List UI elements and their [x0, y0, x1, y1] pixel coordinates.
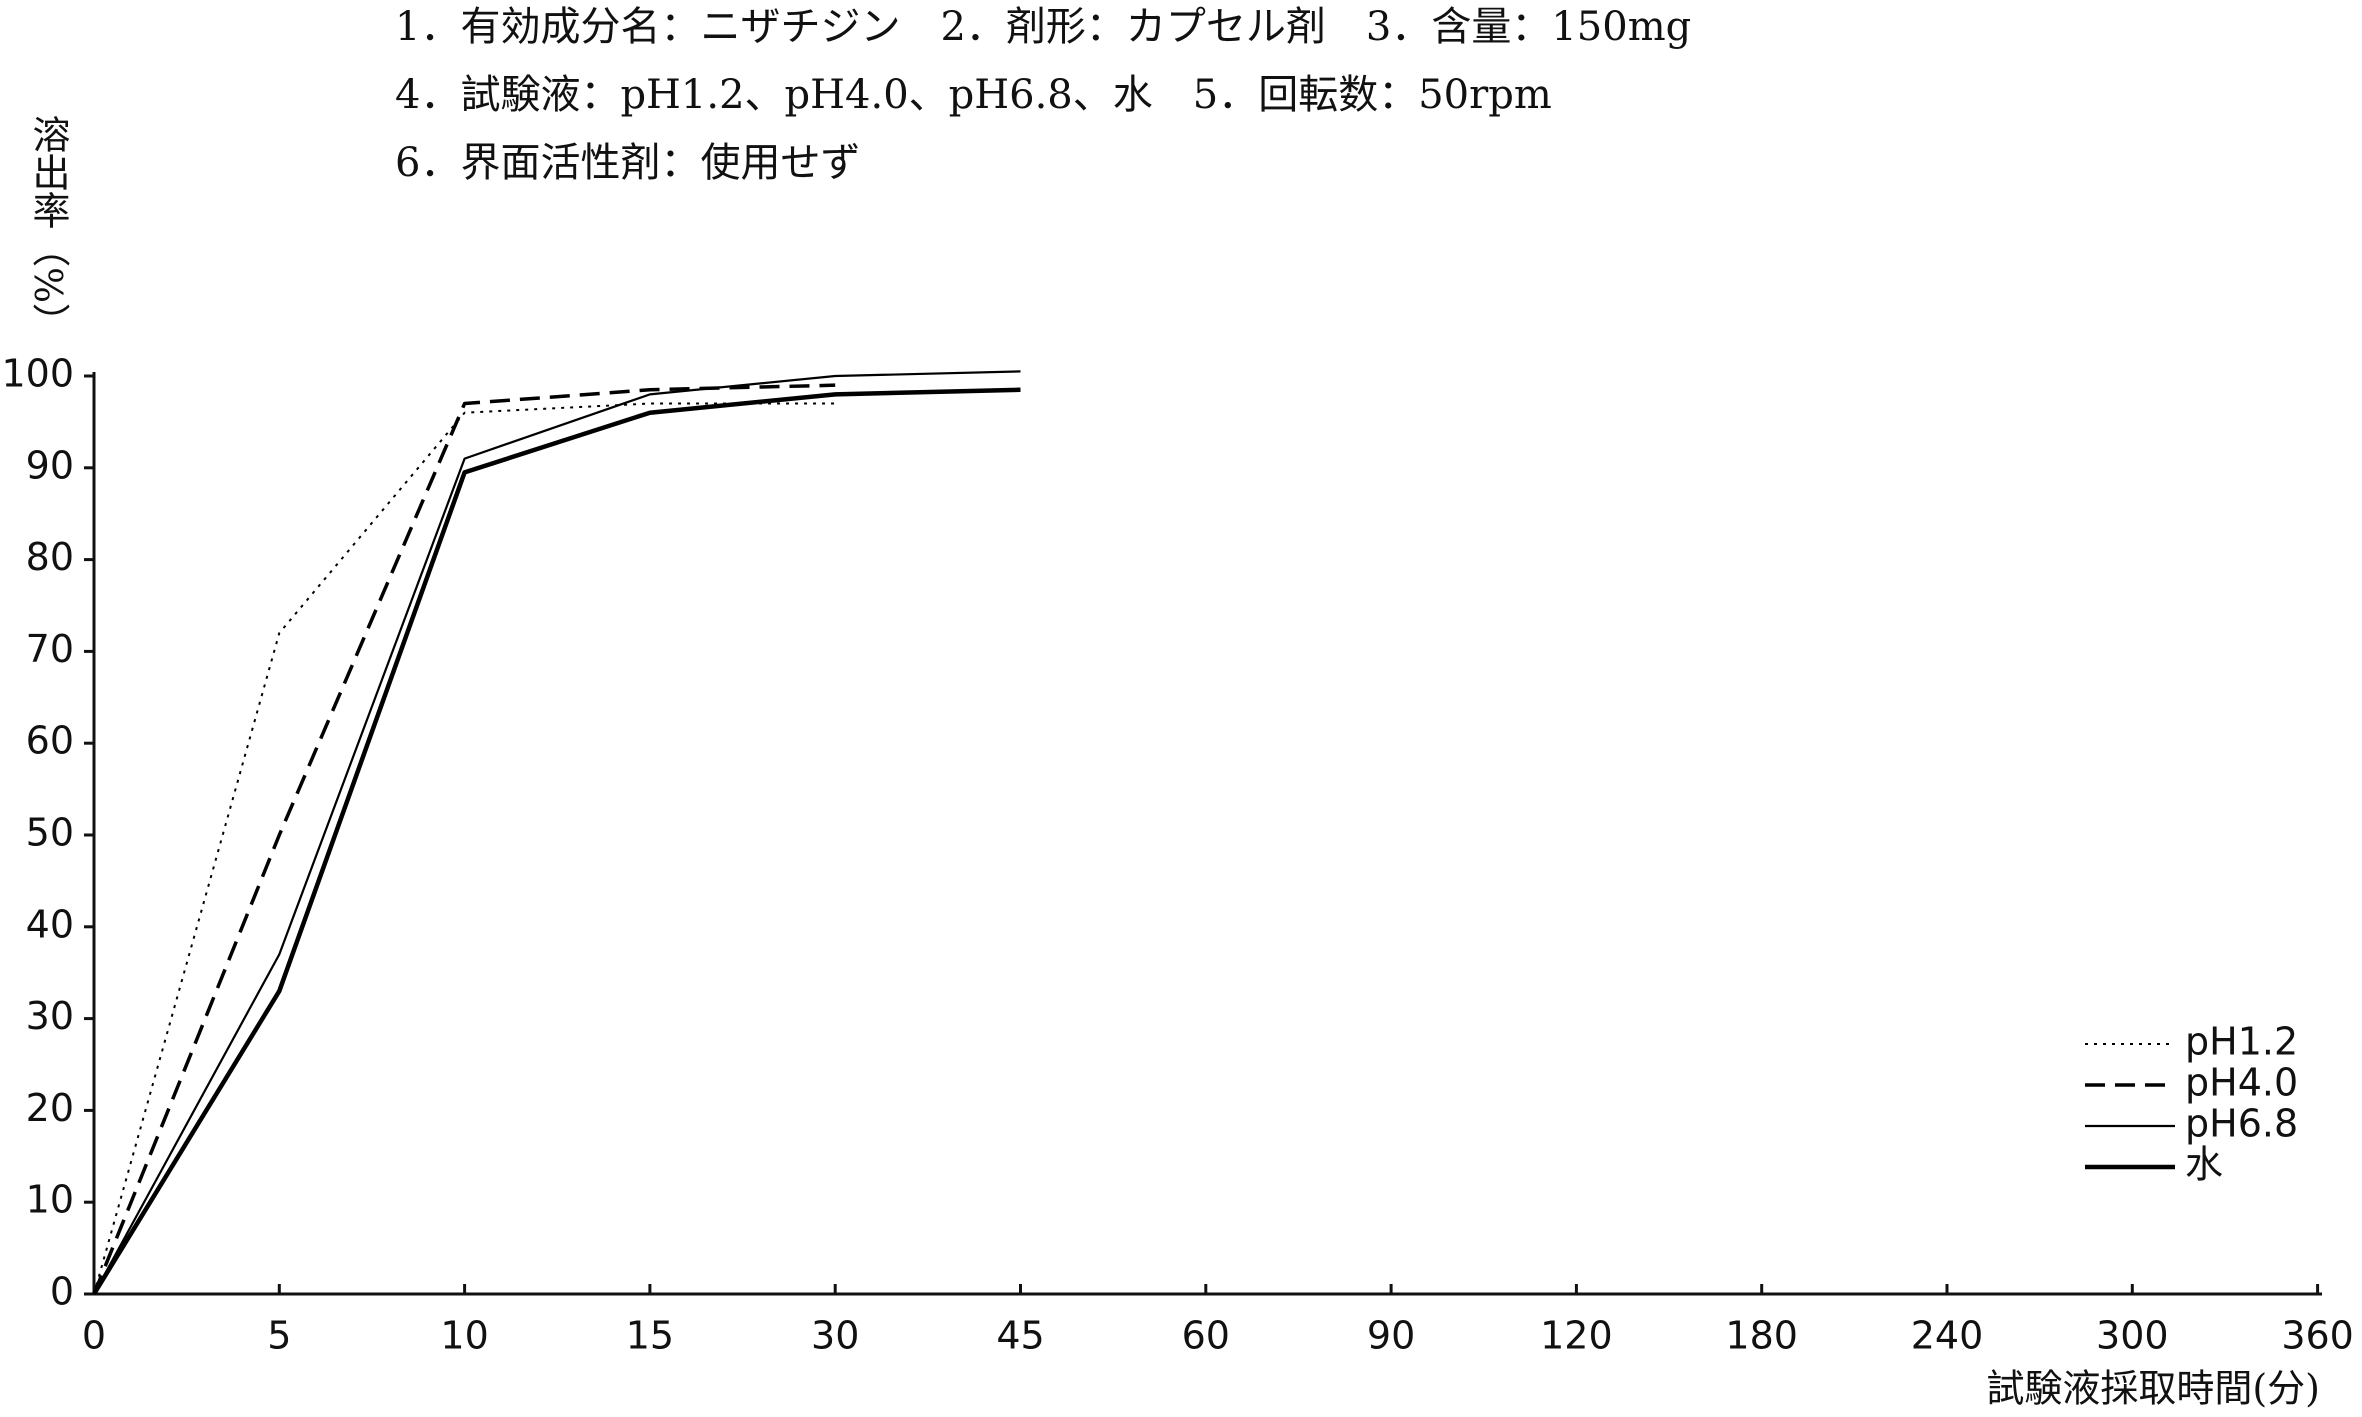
y-axis-label: 溶出率（%） — [26, 115, 70, 341]
y-tick-label: 60 — [26, 719, 74, 763]
x-tick-label: 240 — [1911, 1314, 1984, 1358]
y-tick-label: 0 — [50, 1270, 74, 1314]
x-tick-label: 5 — [267, 1314, 291, 1358]
legend-label: 水 — [2185, 1143, 2223, 1187]
y-tick-label: 40 — [26, 902, 74, 946]
data-line — [93, 402, 836, 1295]
legend-label: pH1.2 — [2185, 1020, 2298, 1064]
x-tick-label: 30 — [811, 1314, 859, 1358]
x-axis-label: 試験液採取時間(分) — [1986, 1367, 2320, 1411]
x-tick-label: 15 — [626, 1314, 674, 1358]
x-tick-label: 180 — [1725, 1314, 1798, 1358]
y-tick-label: 80 — [26, 535, 74, 579]
x-tick-label: 10 — [440, 1314, 488, 1358]
y-tick-label: 20 — [26, 1086, 74, 1130]
x-tick-label: 0 — [82, 1314, 106, 1358]
annotation: 1．有効成分名：ニザチジン 2．剤形：カプセル剤 3．含量：150mg — [395, 4, 1691, 50]
x-tick-label: 45 — [996, 1314, 1044, 1358]
y-tick-label: 90 — [26, 443, 74, 487]
y-tick-label: 10 — [26, 1178, 74, 1222]
y-tick-label: 50 — [26, 811, 74, 855]
x-tick-label: 120 — [1540, 1314, 1613, 1358]
y-tick-label: 30 — [26, 994, 74, 1038]
annotation: 6．界面活性剤：使用せず — [395, 140, 860, 186]
data-line — [92, 387, 1021, 1296]
y-tick-label: 100 — [1, 352, 74, 396]
x-tick-label: 360 — [2281, 1314, 2354, 1358]
x-tick-label: 60 — [1182, 1314, 1230, 1358]
legend-label: pH4.0 — [2185, 1061, 2298, 1105]
x-tick-label: 90 — [1367, 1314, 1415, 1358]
data-line — [93, 370, 1021, 1295]
y-tick-label: 70 — [26, 627, 74, 671]
annotation: 4．試験液：pH1.2、pH4.0、pH6.8、水 5．回転数：50rpm — [395, 72, 1552, 118]
legend-label: pH6.8 — [2185, 1102, 2298, 1146]
x-tick-label: 300 — [2096, 1314, 2169, 1358]
data-line — [92, 383, 836, 1295]
